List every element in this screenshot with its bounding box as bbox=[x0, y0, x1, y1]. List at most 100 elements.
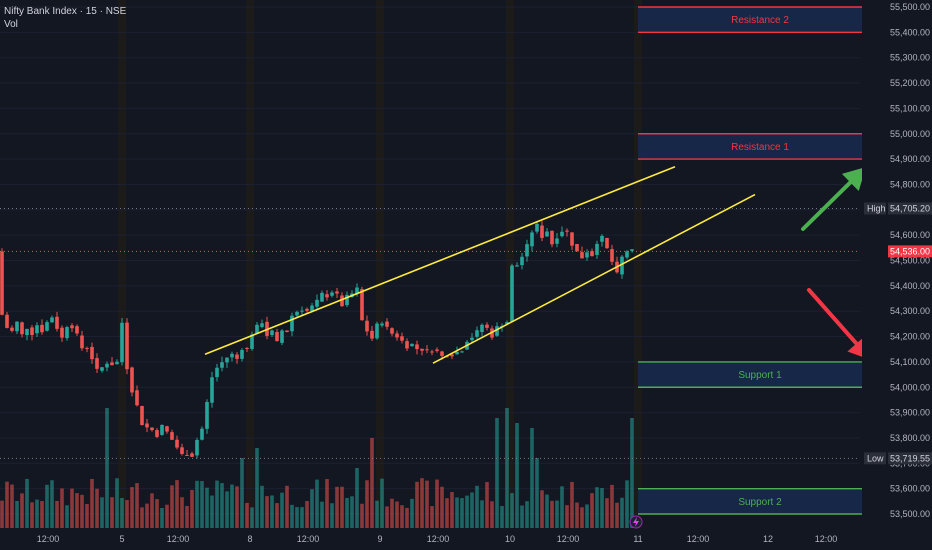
candle-down bbox=[370, 330, 374, 339]
price-tick-label: 54,000.00 bbox=[890, 382, 930, 392]
volume-bar bbox=[415, 481, 419, 528]
candle-up bbox=[345, 294, 349, 306]
volume-bar bbox=[335, 486, 339, 528]
candle-down bbox=[70, 325, 74, 329]
candle-down bbox=[450, 354, 454, 357]
volume-bar bbox=[620, 497, 624, 528]
volume-bar bbox=[365, 480, 369, 528]
time-tick-label: 9 bbox=[377, 534, 382, 544]
volume-bars bbox=[0, 408, 634, 528]
candle-up bbox=[375, 323, 379, 339]
candle-down bbox=[590, 251, 594, 257]
volume-bar bbox=[260, 485, 264, 528]
volume-bar bbox=[410, 498, 414, 528]
candle-down bbox=[285, 330, 289, 332]
volume-bar bbox=[465, 495, 469, 528]
candle-up bbox=[625, 251, 629, 258]
candle-up bbox=[35, 325, 39, 334]
volume-bar bbox=[45, 484, 49, 528]
candle-down bbox=[435, 349, 439, 351]
volume-bar bbox=[570, 481, 574, 528]
chart-grid bbox=[0, 6, 860, 515]
volume-label[interactable]: Vol bbox=[4, 19, 18, 30]
volume-bar bbox=[10, 484, 14, 528]
candle-up bbox=[475, 330, 479, 337]
volume-bar bbox=[285, 485, 289, 528]
candle-up bbox=[495, 326, 499, 336]
volume-bar bbox=[580, 507, 584, 528]
candle-down bbox=[60, 327, 64, 338]
candle-down bbox=[540, 225, 544, 238]
candle-up bbox=[480, 324, 484, 332]
price-tick-label: 55,500.00 bbox=[890, 2, 930, 12]
volume-bar bbox=[405, 507, 409, 528]
candle-down bbox=[170, 432, 174, 440]
volume-bar bbox=[190, 489, 194, 528]
volume-bar bbox=[280, 492, 284, 528]
price-tick-label: 54,600.00 bbox=[890, 230, 930, 240]
price-level-lines bbox=[0, 207, 860, 459]
zone-fill bbox=[638, 7, 878, 33]
arrow-shaft bbox=[801, 180, 853, 231]
volume-bar bbox=[70, 488, 74, 528]
price-tick-label: 55,300.00 bbox=[890, 53, 930, 63]
volume-bar bbox=[610, 484, 614, 528]
volume-bar bbox=[215, 480, 219, 528]
candle-down bbox=[85, 347, 89, 349]
candle-down bbox=[30, 327, 34, 335]
candle-down bbox=[580, 252, 584, 259]
volume-bar bbox=[485, 482, 489, 528]
price-tick-label: 53,900.00 bbox=[890, 408, 930, 418]
symbol-title[interactable]: Nifty Bank Index · 15 · NSE bbox=[4, 6, 127, 17]
time-tick-label: 12 bbox=[763, 534, 773, 544]
candle-up bbox=[410, 343, 414, 347]
volume-bar bbox=[400, 505, 404, 528]
arrow-head bbox=[841, 167, 866, 191]
candle-down bbox=[110, 362, 114, 366]
candle-down bbox=[235, 354, 239, 359]
candle-down bbox=[420, 348, 424, 351]
volume-bar bbox=[100, 497, 104, 528]
candle-up bbox=[530, 232, 534, 247]
direction-arrows bbox=[801, 167, 871, 360]
volume-bar bbox=[565, 505, 569, 528]
volume-bar bbox=[510, 493, 514, 528]
candle-up bbox=[240, 350, 244, 359]
volume-bar bbox=[360, 503, 364, 528]
volume-bar bbox=[195, 480, 199, 528]
volume-bar bbox=[445, 498, 449, 528]
marker-value-bg bbox=[888, 245, 932, 258]
candle-up bbox=[315, 299, 319, 307]
volume-bar bbox=[500, 505, 504, 528]
volume-bar bbox=[630, 418, 634, 528]
volume-bar bbox=[65, 505, 69, 528]
volume-bar bbox=[425, 480, 429, 528]
volume-bar bbox=[135, 483, 139, 528]
time-tick-label: 12:00 bbox=[427, 534, 450, 544]
candle-up bbox=[120, 322, 124, 363]
candle-up bbox=[105, 363, 109, 368]
candle-down bbox=[340, 295, 344, 307]
candle-up bbox=[50, 317, 54, 323]
time-tick-label: 12:00 bbox=[687, 534, 710, 544]
candle-down bbox=[245, 347, 249, 349]
price-tick-label: 54,400.00 bbox=[890, 281, 930, 291]
volume-bar bbox=[130, 487, 134, 528]
candle-up bbox=[595, 243, 599, 255]
candle-up bbox=[220, 362, 224, 368]
volume-bar bbox=[390, 498, 394, 528]
volume-bar bbox=[115, 478, 119, 528]
candle-down bbox=[180, 447, 184, 454]
candle-down bbox=[75, 326, 79, 334]
volume-bar bbox=[165, 504, 169, 528]
candle-down bbox=[605, 237, 609, 249]
volume-bar bbox=[240, 458, 244, 528]
candle-up bbox=[560, 231, 564, 237]
candle-up bbox=[355, 287, 359, 294]
volume-bar bbox=[255, 448, 259, 528]
candle-up bbox=[295, 311, 299, 316]
volume-bar bbox=[50, 480, 54, 528]
candle-up bbox=[195, 440, 199, 456]
candle-up bbox=[515, 265, 519, 267]
